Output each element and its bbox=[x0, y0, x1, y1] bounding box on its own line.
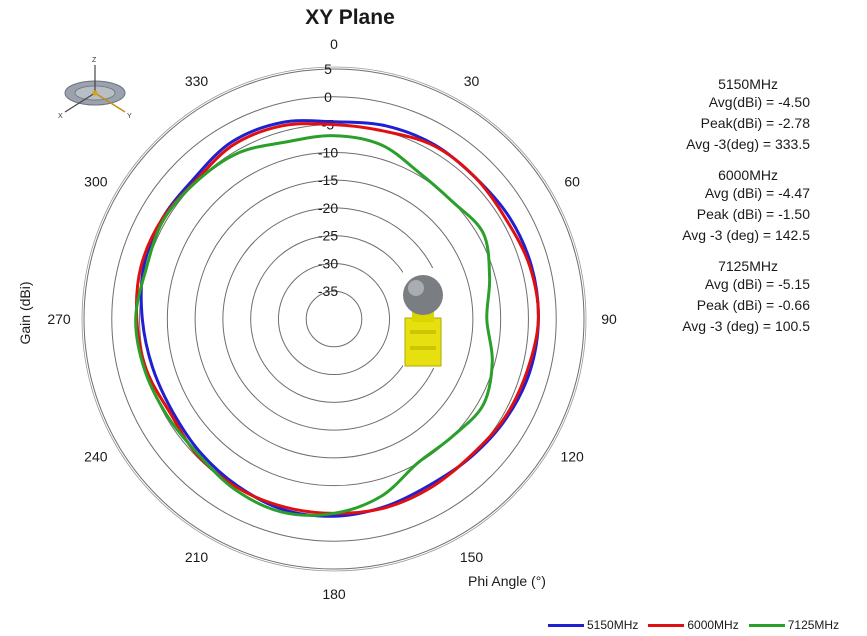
legend-label: 7125MHz bbox=[787, 618, 840, 632]
angle-tick-label: 150 bbox=[460, 549, 484, 565]
stats-avg-3deg: Avg -3(deg) = 333.5 bbox=[686, 136, 810, 152]
stats-avg-3deg: Avg -3 (deg) = 142.5 bbox=[682, 227, 810, 243]
angle-tick-label: 60 bbox=[564, 174, 580, 190]
stats-block-6000: 6000MHz Avg (dBi) = -4.47 Peak (dBi) = -… bbox=[620, 167, 810, 246]
radial-tick-label: -25 bbox=[318, 228, 338, 244]
stats-peak: Peak (dBi) = -0.66 bbox=[696, 297, 810, 313]
legend: 5150MHz 6000MHz 7125MHz bbox=[548, 616, 867, 634]
radial-tick-label: -35 bbox=[318, 283, 338, 299]
legend-swatch bbox=[748, 623, 785, 627]
antenna-image bbox=[403, 268, 459, 368]
angle-tick-label: 120 bbox=[560, 449, 584, 465]
stats-block-7125: 7125MHz Avg (dBi) = -5.15 Peak (dBi) = -… bbox=[620, 258, 810, 337]
stats-peak: Peak (dBi) = -1.50 bbox=[696, 206, 810, 222]
grid-outer-ring bbox=[81, 66, 587, 572]
grid-ring bbox=[83, 68, 585, 570]
axis-y-label: Y bbox=[127, 113, 132, 120]
angle-tick-label: 180 bbox=[322, 586, 346, 602]
angle-tick-label: 0 bbox=[330, 36, 338, 52]
series-line-7125MHz bbox=[134, 134, 494, 517]
stats-peak: Peak(dBi) = -2.78 bbox=[700, 115, 810, 131]
stats-avg: Avg (dBi) = -5.15 bbox=[704, 276, 810, 292]
angle-tick-labels: 0 30 60 90 120 150 180 210 240 270 300 330 bbox=[47, 36, 617, 602]
grid-ring bbox=[194, 179, 474, 459]
stats-avg: Avg(dBi) = -4.50 bbox=[708, 94, 810, 110]
legend-label: 6000MHz bbox=[687, 618, 739, 632]
radial-tick-label: -20 bbox=[318, 200, 338, 216]
chart-title: XY Plane bbox=[305, 6, 395, 29]
stats-panel: 5150MHz Avg(dBi) = -4.50 Peak(dBi) = -2.… bbox=[620, 76, 810, 349]
legend-item-5150: 5150MHz bbox=[548, 618, 638, 632]
legend-swatch bbox=[548, 623, 584, 627]
radial-tick-label: 5 bbox=[324, 61, 332, 77]
grid-ring bbox=[305, 290, 363, 348]
polar-grid bbox=[81, 66, 587, 572]
legend-item-7125: 7125MHz bbox=[748, 618, 840, 632]
radial-tick-label: 0 bbox=[324, 89, 332, 105]
stats-frequency: 7125MHz bbox=[718, 258, 778, 274]
grid-ring bbox=[111, 96, 557, 542]
angle-tick-label: 210 bbox=[185, 549, 209, 565]
stats-frequency: 5150MHz bbox=[718, 76, 778, 92]
axis-z-label: Z bbox=[92, 57, 97, 64]
y-axis-label: Gain (dBi) bbox=[17, 281, 33, 345]
angle-tick-label: 90 bbox=[601, 311, 617, 327]
legend-label: 5150MHz bbox=[587, 618, 639, 632]
series-curves bbox=[134, 119, 540, 518]
stats-avg-3deg: Avg -3 (deg) = 100.5 bbox=[682, 318, 810, 334]
grid-ring bbox=[277, 262, 391, 376]
angle-tick-label: 300 bbox=[84, 174, 108, 190]
radial-tick-label: -30 bbox=[318, 255, 338, 271]
grid-ring bbox=[166, 151, 502, 487]
radial-tick-label: -10 bbox=[318, 144, 338, 160]
x-axis-label: Phi Angle (°) bbox=[468, 573, 546, 589]
legend-item-6000: 6000MHz bbox=[648, 618, 739, 632]
axis-orientation-icon: Z X Y bbox=[58, 57, 132, 120]
stats-block-5150: 5150MHz Avg(dBi) = -4.50 Peak(dBi) = -2.… bbox=[620, 76, 810, 155]
angle-tick-label: 30 bbox=[464, 73, 480, 89]
stats-avg: Avg (dBi) = -4.47 bbox=[704, 185, 810, 201]
legend-swatch bbox=[648, 623, 685, 627]
angle-tick-label: 270 bbox=[47, 311, 71, 327]
angle-tick-label: 240 bbox=[84, 449, 108, 465]
angle-tick-label: 330 bbox=[185, 73, 209, 89]
radial-tick-label: -15 bbox=[318, 172, 338, 188]
axis-x-label: X bbox=[58, 113, 63, 120]
stats-frequency: 6000MHz bbox=[718, 167, 778, 183]
